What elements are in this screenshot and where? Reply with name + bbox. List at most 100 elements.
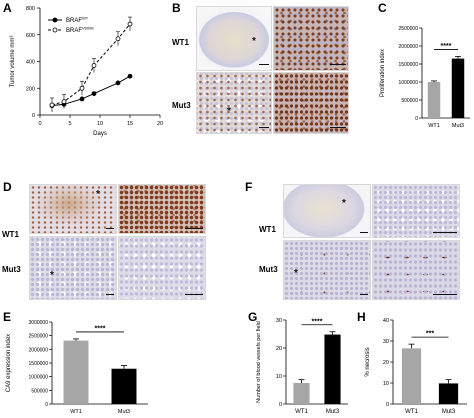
necrosis-star-marker: * bbox=[50, 270, 54, 281]
scale-bar bbox=[433, 294, 457, 295]
row-label-mut3-d: Mut3 bbox=[2, 265, 21, 274]
micrograph-d-mut3-zoom bbox=[118, 236, 206, 300]
data-point bbox=[127, 21, 133, 27]
bar-mut3 bbox=[451, 58, 465, 118]
micrograph-b-wt1-zoom bbox=[273, 6, 349, 71]
y-tick-label: 1000000 bbox=[29, 375, 49, 381]
bar-wt1 bbox=[401, 348, 422, 404]
x-tick-label: Mut3 bbox=[452, 123, 464, 129]
y-tick-label: 1000000 bbox=[399, 80, 419, 86]
y-tick-label: 1500000 bbox=[399, 62, 419, 68]
y-tick-label: 20 bbox=[383, 360, 389, 366]
x-tick-label: Mut3 bbox=[442, 409, 456, 415]
y-tick-label: 2000000 bbox=[399, 44, 419, 50]
significance-stars: **** bbox=[312, 318, 323, 325]
scale-bar bbox=[259, 64, 269, 65]
x-axis-label: Days bbox=[93, 131, 107, 137]
y-tick-label: 2000000 bbox=[29, 347, 49, 353]
y-axis-label: Tumor volume mm³ bbox=[10, 36, 16, 88]
necrosis-star-marker: * bbox=[96, 189, 100, 200]
y-axis-label: % necrosis bbox=[365, 347, 371, 376]
legend-swatch-marker bbox=[52, 17, 58, 23]
data-point bbox=[79, 85, 85, 91]
y-tick-label: 0 bbox=[415, 116, 418, 122]
panel-label-d: D bbox=[3, 180, 12, 194]
y-tick-label: 30 bbox=[276, 318, 282, 324]
y-tick-label: 0 bbox=[45, 402, 48, 408]
x-tick-label: WT1 bbox=[405, 409, 418, 415]
necrosis-star-marker: * bbox=[252, 36, 256, 47]
data-point bbox=[115, 36, 121, 42]
y-tick-label: 400 bbox=[26, 60, 35, 66]
micrograph-b-wt1-overview: * bbox=[196, 6, 272, 71]
scale-bar bbox=[330, 127, 346, 128]
data-point bbox=[91, 91, 97, 96]
panel-label-c: C bbox=[378, 1, 387, 15]
necrosis-chart: 0 10 20 30 40 % necrosis WT1 Mut3 *** bbox=[365, 318, 467, 415]
bar-wt1 bbox=[293, 383, 310, 404]
scale-bar bbox=[360, 232, 368, 233]
series-line-1 bbox=[51, 23, 131, 106]
x-tick-label: 0 bbox=[38, 121, 41, 127]
micrograph-b-mut3-overview: * bbox=[196, 72, 272, 134]
bar-mut3 bbox=[438, 383, 459, 404]
data-point bbox=[91, 63, 97, 68]
micrograph-f-mut3-zoom bbox=[372, 240, 460, 300]
y-tick-label: 2500000 bbox=[29, 334, 49, 340]
x-tick-label: Mut3 bbox=[326, 409, 340, 415]
necrosis-star-marker: * bbox=[227, 106, 231, 117]
y-tick-label: 2500000 bbox=[399, 26, 419, 32]
x-tick-label: WT1 bbox=[428, 123, 440, 129]
legend-entry-superscript: WT bbox=[82, 16, 89, 21]
scale-bar bbox=[185, 228, 203, 229]
y-axis-label: Number of blood vessels per field bbox=[256, 321, 262, 403]
significance-stars: **** bbox=[441, 43, 452, 50]
micrograph-f-wt1-zoom bbox=[372, 184, 460, 238]
panel-label-g: G bbox=[248, 310, 258, 324]
panel-label-b: B bbox=[172, 1, 181, 15]
row-label-wt1-d: WT1 bbox=[2, 230, 19, 239]
x-tick-label: 5 bbox=[68, 121, 71, 127]
bar-wt1 bbox=[427, 82, 441, 118]
scale-bar bbox=[330, 64, 346, 65]
necrosis-star-marker: * bbox=[342, 198, 346, 209]
x-tick-label: WT1 bbox=[295, 409, 308, 415]
y-tick-label: 30 bbox=[383, 339, 389, 345]
significance-stars: *** bbox=[426, 331, 434, 338]
y-tick-label: 20 bbox=[276, 346, 282, 352]
legend-entry: BRAFWT bbox=[66, 16, 89, 25]
x-tick-label: WT1 bbox=[70, 409, 82, 415]
legend-entry: BRAFV600E bbox=[66, 26, 94, 35]
scale-bar bbox=[433, 232, 457, 233]
y-tick-label: 0 bbox=[32, 113, 35, 119]
micrograph-b-mut3-zoom bbox=[273, 72, 349, 134]
scale-bar bbox=[106, 294, 114, 295]
tumor-volume-chart: 0 200 400 600 800 0 5 10 15 20 Days Tumor volume mm… bbox=[10, 6, 163, 137]
necrosis-star-marker: * bbox=[294, 268, 298, 279]
scale-bar bbox=[185, 294, 203, 295]
y-axis-label: CA9 expression index bbox=[6, 334, 12, 392]
scale-bar bbox=[106, 228, 114, 229]
micrograph-f-wt1-overview: * bbox=[283, 184, 371, 238]
legend-swatch-marker bbox=[52, 27, 58, 33]
y-tick-label: 800 bbox=[26, 6, 35, 12]
scale-bar bbox=[360, 294, 368, 295]
row-label-wt1-b: WT1 bbox=[172, 38, 189, 47]
y-tick-label: 0 bbox=[279, 402, 282, 408]
y-tick-label: 1500000 bbox=[29, 361, 49, 367]
data-point bbox=[49, 102, 55, 108]
bar-mut3 bbox=[111, 368, 137, 404]
scale-bar bbox=[259, 127, 269, 128]
row-label-mut3-b: Mut3 bbox=[172, 101, 191, 110]
legend-entry-superscript: V600E bbox=[82, 26, 94, 31]
data-point bbox=[127, 73, 133, 79]
y-tick-label: 3000000 bbox=[29, 320, 49, 326]
bar-wt1 bbox=[63, 340, 89, 404]
panel-label-h: H bbox=[357, 310, 366, 324]
panel-label-e: E bbox=[3, 310, 12, 324]
y-tick-label: 10 bbox=[383, 381, 389, 387]
x-tick-label: 15 bbox=[127, 121, 133, 127]
micrograph-d-mut3-overview: * bbox=[29, 236, 117, 300]
ca9-expression-chart: 0 500000 1000000 1500000 2000000 2500000 30000… bbox=[6, 320, 148, 415]
proliferation-index-chart: 0 500000 1000000 1500000 2000000 2500000 Proli… bbox=[380, 26, 470, 129]
